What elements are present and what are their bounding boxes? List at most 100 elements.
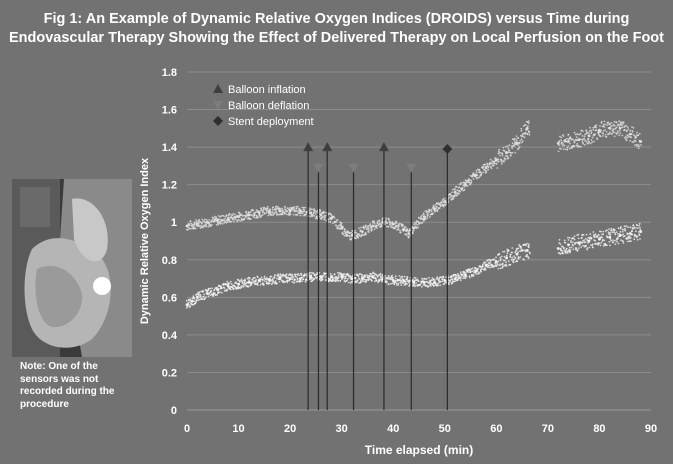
- data-point: [615, 126, 618, 129]
- data-point: [557, 150, 560, 153]
- data-point: [631, 131, 634, 133]
- data-point: [621, 134, 624, 137]
- data-point: [375, 277, 377, 280]
- data-point: [511, 247, 514, 249]
- data-point: [239, 219, 241, 222]
- data-point: [617, 131, 619, 134]
- data-point: [626, 129, 628, 132]
- data-point: [587, 138, 590, 140]
- data-point: [278, 209, 282, 213]
- data-point: [244, 278, 246, 281]
- data-point: [459, 271, 462, 274]
- data-point: [460, 189, 463, 191]
- data-point: [432, 212, 435, 215]
- data-point: [271, 208, 274, 211]
- data-point: [265, 212, 268, 214]
- data-point: [223, 217, 226, 220]
- data-point: [590, 139, 593, 142]
- data-point: [464, 272, 467, 274]
- data-point: [597, 233, 600, 236]
- data-point: [441, 278, 444, 281]
- data-point: [414, 284, 417, 287]
- data-point: [442, 275, 445, 278]
- data-point: [635, 134, 638, 137]
- data-point: [593, 236, 596, 239]
- y-tick-label: 1.8: [162, 67, 177, 79]
- data-point: [205, 296, 207, 298]
- data-point: [487, 166, 490, 169]
- data-point: [246, 213, 248, 215]
- data-point: [515, 138, 517, 140]
- data-point: [499, 267, 502, 270]
- data-point: [268, 279, 271, 282]
- data-point: [347, 278, 349, 280]
- y-tick-label: 0.4: [162, 330, 178, 342]
- data-point: [527, 125, 529, 128]
- data-point: [219, 291, 221, 293]
- data-point: [520, 246, 523, 248]
- data-point: [295, 207, 298, 210]
- data-point: [590, 132, 593, 135]
- data-point: [421, 221, 424, 224]
- data-point: [502, 265, 504, 268]
- data-point: [635, 227, 637, 229]
- data-point: [585, 141, 588, 143]
- data-point: [630, 136, 633, 139]
- data-point: [577, 233, 580, 236]
- data-point: [196, 220, 199, 223]
- data-point: [584, 237, 587, 240]
- data-point: [566, 146, 569, 149]
- data-point: [492, 162, 494, 164]
- data-point: [322, 212, 325, 215]
- data-point: [615, 121, 618, 124]
- data-point: [605, 244, 608, 247]
- data-point: [593, 234, 596, 237]
- data-point: [332, 222, 334, 225]
- data-point: [343, 234, 346, 237]
- data-point: [514, 151, 516, 154]
- data-point: [430, 279, 433, 281]
- data-point: [617, 227, 620, 230]
- data-point: [587, 239, 591, 243]
- data-point: [284, 280, 287, 283]
- data-point: [373, 228, 376, 231]
- data-point: [576, 249, 579, 252]
- data-point: [204, 221, 207, 224]
- data-point: [457, 274, 460, 276]
- data-point: [486, 162, 488, 165]
- data-point: [324, 216, 326, 219]
- data-point: [612, 239, 614, 242]
- data-point: [198, 294, 200, 297]
- data-point: [469, 271, 472, 273]
- data-point: [582, 244, 585, 247]
- data-point: [226, 221, 229, 224]
- data-point: [487, 264, 490, 267]
- balloon-deflation-marker: [348, 163, 359, 173]
- data-point: [610, 125, 612, 128]
- data-point: [185, 299, 188, 302]
- data-points: [185, 120, 643, 309]
- data-point: [429, 216, 431, 218]
- data-point: [217, 223, 220, 226]
- gridlines: [187, 71, 651, 373]
- data-point: [341, 278, 343, 281]
- data-point: [515, 250, 517, 253]
- data-point: [220, 215, 223, 218]
- data-point: [365, 232, 367, 235]
- data-point: [289, 213, 292, 216]
- data-point: [602, 125, 604, 128]
- data-point: [360, 230, 364, 234]
- data-point: [605, 135, 608, 138]
- data-point: [465, 275, 468, 278]
- data-point: [579, 132, 582, 135]
- data-point: [499, 256, 502, 259]
- data-point: [311, 208, 313, 211]
- data-point: [578, 243, 581, 246]
- data-point: [412, 279, 414, 281]
- data-point: [470, 179, 473, 182]
- data-point: [402, 228, 405, 232]
- data-point: [395, 279, 397, 282]
- data-point: [385, 225, 388, 228]
- data-point: [395, 282, 398, 285]
- data-point: [622, 242, 625, 244]
